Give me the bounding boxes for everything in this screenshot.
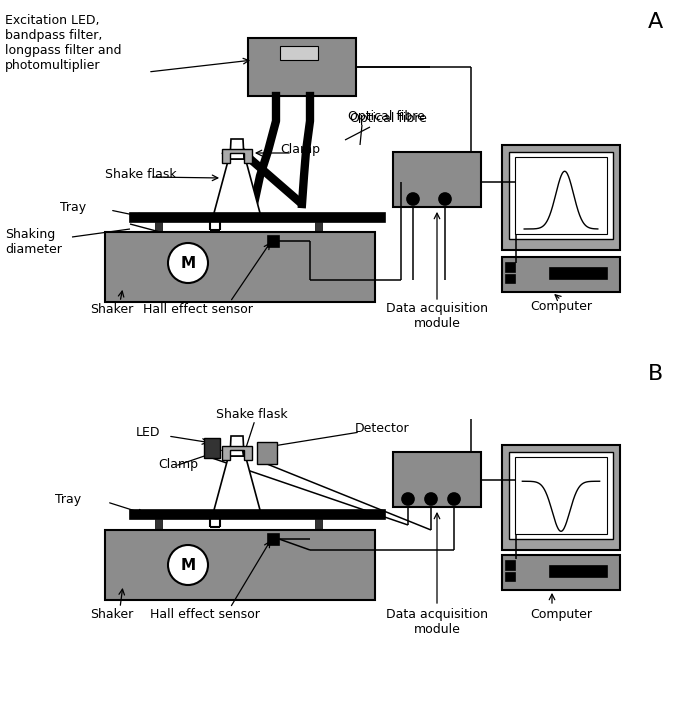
- Bar: [204, 438, 220, 458]
- Bar: [105, 232, 375, 302]
- Text: Hall effect sensor: Hall effect sensor: [150, 608, 260, 621]
- Bar: [506, 561, 515, 570]
- Bar: [393, 452, 481, 507]
- Polygon shape: [230, 139, 244, 159]
- Polygon shape: [230, 436, 244, 456]
- Text: Clamp: Clamp: [158, 458, 198, 471]
- Text: Excitation LED,
bandpass filter,
longpass filter and
photomultiplier: Excitation LED, bandpass filter, longpas…: [5, 14, 121, 72]
- Circle shape: [448, 493, 460, 505]
- Bar: [502, 257, 620, 292]
- Text: Optical fibre: Optical fibre: [350, 112, 427, 125]
- Bar: [130, 213, 385, 222]
- Bar: [280, 46, 318, 60]
- Text: Shaker: Shaker: [90, 303, 134, 316]
- Bar: [506, 573, 515, 581]
- Text: LED: LED: [136, 426, 160, 439]
- Text: M: M: [180, 557, 195, 572]
- Text: Optical fibre: Optical fibre: [348, 110, 425, 123]
- Text: Detector: Detector: [355, 422, 410, 435]
- Circle shape: [402, 493, 414, 505]
- Polygon shape: [215, 482, 259, 509]
- Bar: [515, 457, 607, 534]
- Polygon shape: [214, 456, 260, 510]
- Text: Data acquisition
module: Data acquisition module: [386, 302, 488, 330]
- Bar: [515, 157, 607, 234]
- Polygon shape: [222, 446, 252, 460]
- Bar: [506, 263, 515, 272]
- Text: Shake flask: Shake flask: [216, 408, 288, 421]
- Text: Computer: Computer: [530, 300, 592, 313]
- Bar: [268, 236, 279, 247]
- Bar: [257, 442, 277, 464]
- Text: Shaking
diameter: Shaking diameter: [5, 228, 62, 256]
- Bar: [506, 275, 515, 283]
- Text: Shaker: Shaker: [90, 608, 134, 621]
- Text: Tray: Tray: [55, 494, 81, 506]
- Bar: [130, 510, 385, 519]
- Text: Hall effect sensor: Hall effect sensor: [143, 303, 253, 316]
- Bar: [155, 222, 162, 240]
- Text: Computer: Computer: [530, 608, 592, 621]
- Text: Clamp: Clamp: [280, 143, 320, 156]
- Bar: [509, 452, 613, 539]
- Circle shape: [168, 545, 208, 585]
- Bar: [393, 152, 481, 207]
- Text: Tray: Tray: [60, 202, 86, 214]
- Bar: [248, 38, 356, 96]
- Circle shape: [168, 243, 208, 283]
- Bar: [502, 445, 620, 550]
- Circle shape: [407, 193, 419, 205]
- Bar: [502, 555, 620, 590]
- Bar: [105, 530, 375, 600]
- Bar: [315, 222, 322, 240]
- Bar: [509, 152, 613, 239]
- Circle shape: [425, 493, 437, 505]
- Text: Data acquisition
module: Data acquisition module: [386, 608, 488, 636]
- Bar: [502, 145, 620, 250]
- Bar: [268, 534, 279, 545]
- Bar: [550, 566, 607, 577]
- Polygon shape: [222, 149, 252, 163]
- Circle shape: [439, 193, 451, 205]
- Bar: [550, 268, 607, 279]
- Text: Shake flask: Shake flask: [105, 168, 177, 181]
- Text: M: M: [180, 255, 195, 271]
- Text: B: B: [648, 364, 663, 384]
- Text: A: A: [648, 12, 663, 32]
- Bar: [155, 519, 162, 537]
- Polygon shape: [214, 159, 260, 213]
- Polygon shape: [215, 185, 259, 212]
- Bar: [315, 519, 322, 537]
